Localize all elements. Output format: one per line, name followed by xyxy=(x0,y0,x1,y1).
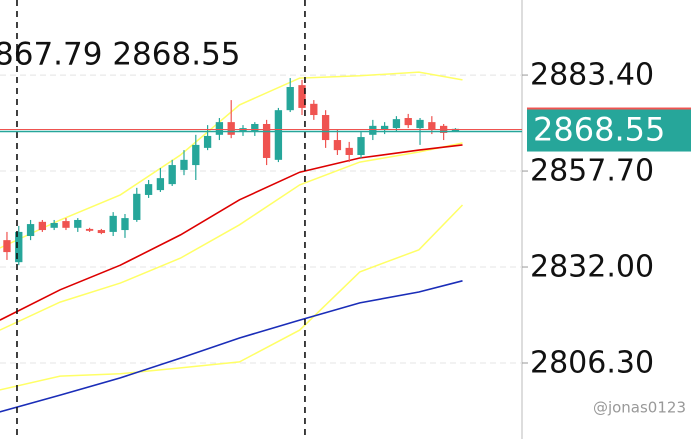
last-price-label: 2868.55 xyxy=(533,111,665,149)
candle-body xyxy=(168,165,176,185)
y-tick-label: 2806.30 xyxy=(530,346,654,381)
candle-body xyxy=(428,122,436,130)
candle-body xyxy=(357,137,365,155)
candle-body xyxy=(85,228,94,231)
candle-body xyxy=(203,135,212,148)
candle-body xyxy=(3,240,11,253)
candle-body xyxy=(380,125,389,130)
y-tick-label: 2883.40 xyxy=(530,58,654,93)
candle-body xyxy=(26,224,35,237)
crosshair-annotation: 867.79 2868.55 xyxy=(0,37,241,73)
candle-body xyxy=(215,122,224,135)
candle-body xyxy=(274,110,283,160)
indicator-line xyxy=(0,142,463,331)
candle-body xyxy=(333,140,342,151)
candle-body xyxy=(156,178,165,191)
candle-body xyxy=(144,184,153,195)
watermark: @jonas0123 xyxy=(593,399,686,417)
candle-body xyxy=(180,159,188,170)
candle-body xyxy=(298,85,306,108)
candle-body xyxy=(286,87,294,111)
candle-body xyxy=(62,221,70,228)
indicator-line xyxy=(0,280,463,413)
candle-body xyxy=(50,222,58,228)
candle-body xyxy=(97,230,106,234)
candle-body xyxy=(416,119,424,129)
candle-body xyxy=(345,147,353,155)
candle-body xyxy=(15,231,23,263)
y-tick-label: 2832.00 xyxy=(530,250,654,285)
last-price-box-edge xyxy=(527,107,691,110)
candle-body xyxy=(38,221,47,231)
last-price-box xyxy=(527,109,691,152)
y-tick-label: 2857.70 xyxy=(530,154,654,189)
candle-body xyxy=(392,119,401,129)
candle-body xyxy=(321,115,330,141)
candle-body xyxy=(109,215,117,232)
candle-body xyxy=(404,118,412,126)
candle-body xyxy=(192,144,200,166)
candle-body xyxy=(310,103,318,116)
indicator-line xyxy=(0,71,463,249)
candle-body xyxy=(133,193,141,220)
candle-body xyxy=(262,123,271,158)
candle-body xyxy=(369,125,377,135)
candle-body xyxy=(251,123,259,132)
candle-body xyxy=(74,219,82,228)
candle-body xyxy=(227,122,235,135)
candle-body xyxy=(121,218,129,231)
indicator-line xyxy=(0,144,463,321)
indicator-line xyxy=(0,204,464,391)
